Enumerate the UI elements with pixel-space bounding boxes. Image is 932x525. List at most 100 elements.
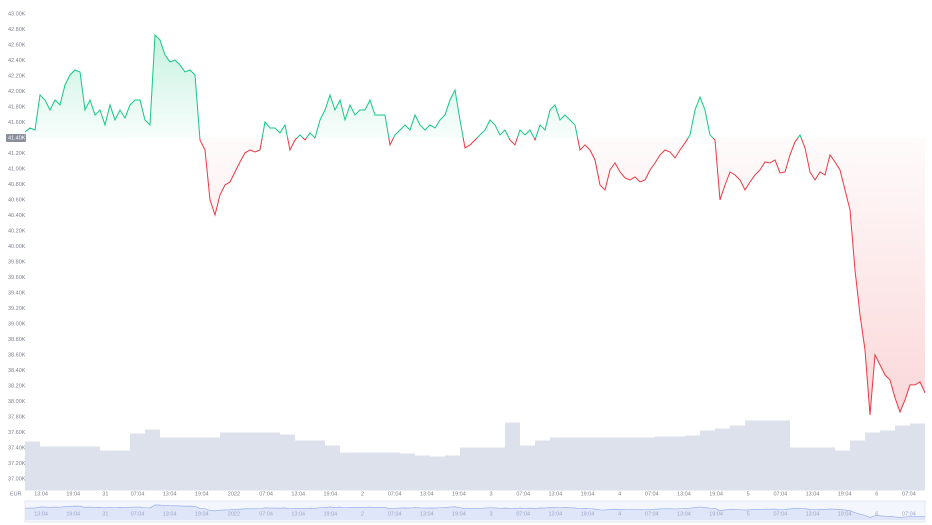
volume-bar xyxy=(490,447,505,491)
x-tick-label: 07:04 xyxy=(259,491,273,497)
volume-bar xyxy=(565,437,580,491)
volume-bar xyxy=(400,453,415,491)
y-tick-label: 43.00K xyxy=(8,11,26,17)
navigator-area xyxy=(25,504,925,520)
navigator-tick-label: 2022 xyxy=(228,511,240,517)
navigator-layer: 13:04 19:04 31 07:04 13:04 19:04 2022 07:04 13:0… xyxy=(24,504,926,520)
volume-bar xyxy=(190,437,205,491)
y-tick-label: 37.40K xyxy=(8,445,26,451)
volume-bar xyxy=(820,447,835,491)
y-tick-label: 39.00K xyxy=(8,321,26,327)
y-tick-label: 38.60K xyxy=(8,352,26,358)
volume-bar xyxy=(310,440,325,491)
y-tick-label: 40.20K xyxy=(8,228,26,234)
y-tick-label: 40.80K xyxy=(8,182,26,188)
volume-bar xyxy=(700,430,715,491)
volume-bar xyxy=(625,437,640,491)
navigator-tick-label: 19:04 xyxy=(709,511,723,517)
volume-bar xyxy=(385,452,400,491)
navigator-tick-label: 5 xyxy=(747,511,750,517)
navigator-tick-label: 07:04 xyxy=(773,511,787,517)
x-tick-label: 19:04 xyxy=(66,491,80,497)
volume-bar xyxy=(580,437,595,491)
volume-bar xyxy=(130,433,145,491)
x-tick-label: 19:04 xyxy=(709,491,723,497)
volume-bar xyxy=(460,447,475,491)
navigator-tick-label: 13:04 xyxy=(291,511,305,517)
y-tick-label: 41.40K xyxy=(8,136,26,142)
navigator-tick-label: 13:04 xyxy=(677,511,691,517)
volume-bar xyxy=(505,422,520,491)
volume-bar xyxy=(445,455,460,491)
navigator-tick-label: 13:04 xyxy=(548,511,562,517)
volume-bar xyxy=(40,446,55,491)
navigator-line xyxy=(24,504,926,518)
price-layer: 37.00K 37.20K 37.40K 37.60K 37.80K 38.00K 38.2… xyxy=(6,11,926,497)
navigator-tick-label: 07:04 xyxy=(516,511,530,517)
x-tick-label: 13:04 xyxy=(677,491,691,497)
y-tick-label: 37.00K xyxy=(8,476,26,482)
area-up xyxy=(25,35,925,138)
volume-bar xyxy=(250,432,265,491)
y-tick-label: 39.60K xyxy=(8,275,26,281)
volume-bar xyxy=(745,420,760,491)
x-tick-label: 13:04 xyxy=(806,491,820,497)
navigator-tick-label: 19:04 xyxy=(66,511,80,517)
navigator-tick-label: 19:04 xyxy=(323,511,337,517)
volume-bar xyxy=(910,423,925,491)
x-tick-label: 07:04 xyxy=(131,491,145,497)
volume-bar xyxy=(475,447,490,491)
volume-bar xyxy=(715,428,730,491)
x-tick-label: 31 xyxy=(102,491,108,497)
x-tick-label: 19:04 xyxy=(323,491,337,497)
y-tick-label: 37.80K xyxy=(8,414,26,420)
x-tick-label: 13:04 xyxy=(34,491,48,497)
volume-bar xyxy=(220,432,235,491)
x-tick-label: 19:04 xyxy=(581,491,595,497)
y-tick-label: 40.00K xyxy=(8,244,26,250)
navigator-tick-label: 19:04 xyxy=(838,511,852,517)
navigator-tick-label: 13:04 xyxy=(806,511,820,517)
y-tick-label: 42.20K xyxy=(8,73,26,79)
y-tick-label: 37.60K xyxy=(8,430,26,436)
volume-bar xyxy=(205,437,220,491)
volume-bar xyxy=(790,447,805,491)
y-tick-label: 41.00K xyxy=(8,166,26,172)
y-tick-label: 41.80K xyxy=(8,104,26,110)
y-tick-label: 37.20K xyxy=(8,461,26,467)
x-tick-label: 19:04 xyxy=(838,491,852,497)
y-tick-label: 41.20K xyxy=(8,151,26,157)
volume-bar xyxy=(85,446,100,491)
volume-bar xyxy=(340,452,355,491)
baseline-label-box xyxy=(6,133,26,142)
navigator-tick-label: 07:04 xyxy=(259,511,273,517)
area-down xyxy=(199,137,925,415)
volume-bar xyxy=(70,446,85,491)
x-tick-label: 4 xyxy=(618,491,621,497)
x-tick-label: 07:04 xyxy=(645,491,659,497)
y-tick-label: 42.40K xyxy=(8,58,26,64)
volume-bar xyxy=(880,430,895,491)
volume-bar xyxy=(235,432,250,491)
volume-bar xyxy=(595,437,610,491)
y-tick-label: 41.60K xyxy=(8,120,26,126)
volume-bar xyxy=(835,450,850,491)
volume-bar xyxy=(640,437,655,491)
volume-bar xyxy=(175,437,190,491)
volume-bar xyxy=(25,441,40,491)
volume-bar xyxy=(55,446,70,491)
x-tick-label: 13:04 xyxy=(291,491,305,497)
navigator-tick-label: 07:04 xyxy=(388,511,402,517)
navigator-tick-label: 19:04 xyxy=(581,511,595,517)
volume-bar xyxy=(520,445,535,491)
x-tick-label: 13:04 xyxy=(420,491,434,497)
volume-bar xyxy=(370,452,385,491)
y-tick-label: 39.80K xyxy=(8,259,26,265)
x-tick-label: 2 xyxy=(361,491,364,497)
navigator-tick-label: 3 xyxy=(490,511,493,517)
y-tick-label: 39.20K xyxy=(8,306,26,312)
x-tick-label: 5 xyxy=(747,491,750,497)
x-tick-label: 13:04 xyxy=(548,491,562,497)
x-tick-label: 3 xyxy=(490,491,493,497)
